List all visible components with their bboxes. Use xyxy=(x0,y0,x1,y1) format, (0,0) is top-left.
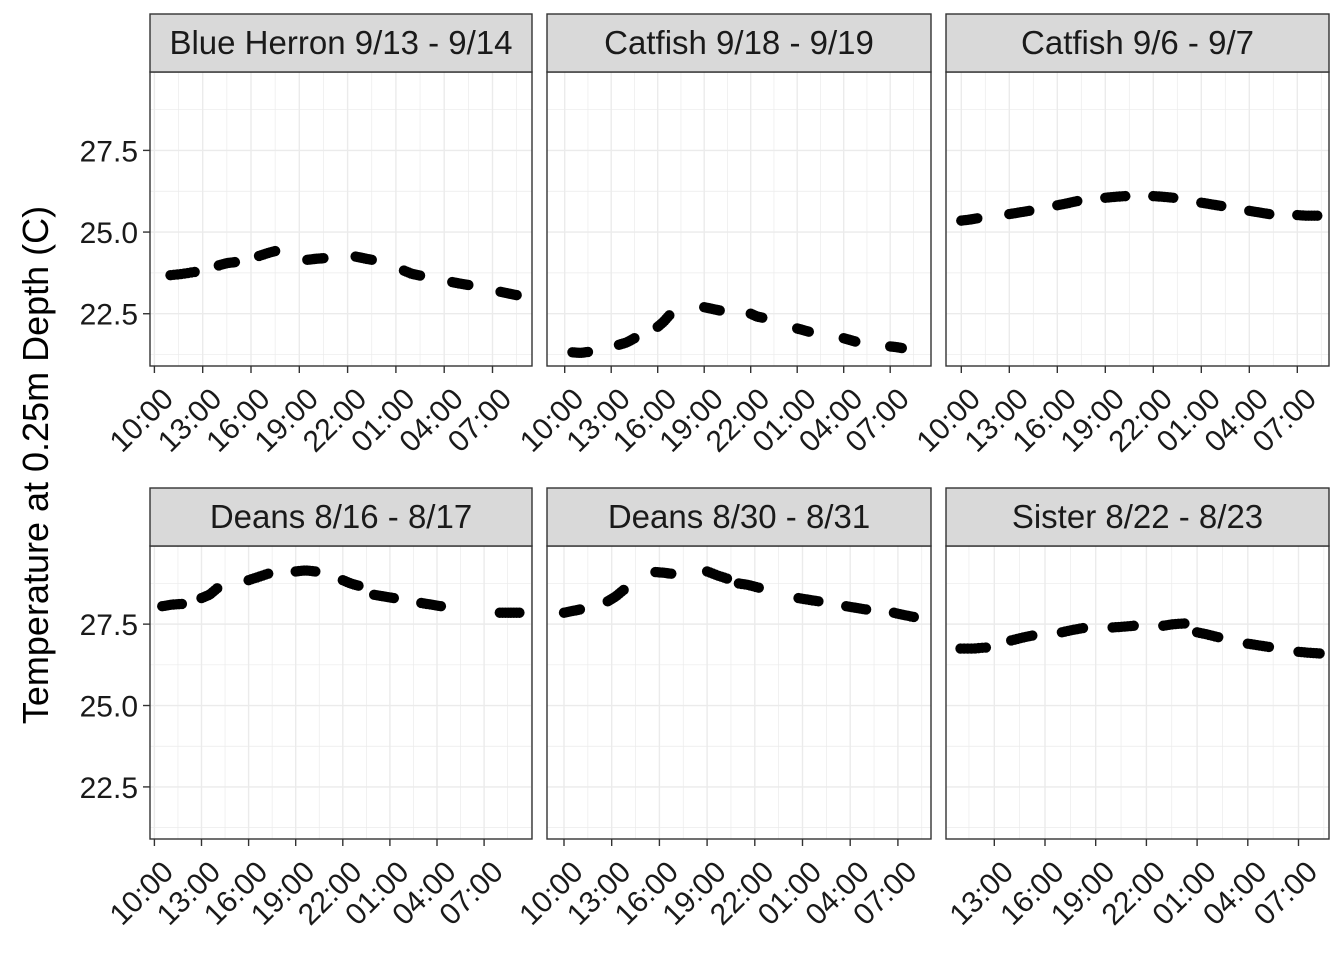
data-point xyxy=(850,336,861,347)
data-point xyxy=(1027,630,1038,641)
panel-background xyxy=(547,546,931,839)
data-point xyxy=(1314,648,1325,659)
y-tick-label: 25.0 xyxy=(80,691,138,724)
data-point xyxy=(1128,620,1139,631)
data-point xyxy=(629,333,640,344)
panel-background xyxy=(547,72,931,366)
panel-title: Deans 8/16 - 8/17 xyxy=(210,498,472,535)
panel-strip xyxy=(546,13,932,73)
data-point xyxy=(176,598,188,610)
data-point xyxy=(1312,210,1323,221)
panel-background xyxy=(946,72,1329,366)
data-point xyxy=(714,305,725,316)
data-point xyxy=(414,270,426,281)
panel-title: Sister 8/22 - 8/23 xyxy=(1012,498,1263,535)
panel-title: Catfish 9/18 - 9/19 xyxy=(604,24,874,61)
data-point xyxy=(908,611,919,623)
data-point xyxy=(813,596,824,607)
data-point xyxy=(1077,622,1089,634)
data-point xyxy=(388,592,400,604)
data-point xyxy=(972,213,983,224)
data-point xyxy=(263,568,274,579)
data-point xyxy=(1024,205,1035,217)
data-point xyxy=(574,604,586,615)
data-point xyxy=(618,584,629,596)
y-tick-label: 22.5 xyxy=(80,772,138,805)
panel: Deans 8/16 - 8/1710:0013:0016:0019:0022:… xyxy=(80,487,533,932)
panel-title: Catfish 9/6 - 9/7 xyxy=(1021,24,1254,61)
data-point xyxy=(757,312,768,323)
data-point xyxy=(721,573,733,584)
y-tick-label: 25.0 xyxy=(80,217,138,250)
panel-title: Deans 8/30 - 8/31 xyxy=(608,498,870,535)
data-point xyxy=(664,310,675,321)
y-tick-label: 27.5 xyxy=(80,609,138,642)
data-point xyxy=(511,289,522,301)
data-point xyxy=(1216,200,1227,212)
panel-strip xyxy=(945,487,1330,547)
panel-grid: Blue Herron 9/13 - 9/1410:0013:0016:0019… xyxy=(80,13,1330,932)
panel: Blue Herron 9/13 - 9/1410:0013:0016:0019… xyxy=(80,13,533,459)
data-point xyxy=(310,566,321,577)
panel: Deans 8/30 - 8/3110:0013:0016:0019:0022:… xyxy=(513,487,932,932)
panel: Sister 8/22 - 8/2313:0016:0019:0022:0001… xyxy=(944,487,1330,932)
y-tick-label: 22.5 xyxy=(80,299,138,332)
data-point xyxy=(980,642,992,653)
data-point xyxy=(318,253,329,264)
data-point xyxy=(1072,195,1083,207)
data-point xyxy=(1213,631,1224,643)
data-point xyxy=(1263,641,1275,653)
y-tick-label: 27.5 xyxy=(80,135,138,168)
data-point xyxy=(353,580,364,591)
data-point xyxy=(229,256,241,268)
data-point xyxy=(666,568,677,579)
panel-strip xyxy=(546,487,932,547)
panel-background xyxy=(150,72,532,366)
panel: Catfish 9/6 - 9/710:0013:0016:0019:0022:… xyxy=(911,13,1330,459)
data-point xyxy=(803,326,815,337)
y-axis-label: Temperature at 0.25m Depth (C) xyxy=(15,206,56,724)
data-point xyxy=(435,601,447,612)
data-point xyxy=(212,583,223,594)
data-point xyxy=(514,607,525,618)
data-point xyxy=(753,582,764,593)
data-point xyxy=(1179,618,1190,629)
data-point xyxy=(269,245,281,257)
data-point xyxy=(582,346,594,358)
panel-strip xyxy=(149,487,533,547)
data-point xyxy=(1264,208,1275,220)
panel-strip xyxy=(945,13,1330,73)
panel-background xyxy=(946,546,1329,839)
data-point xyxy=(189,266,200,278)
panel-strip xyxy=(149,13,533,73)
panel-title: Blue Herron 9/13 - 9/14 xyxy=(169,24,512,61)
panel: Catfish 9/18 - 9/1910:0013:0016:0019:002… xyxy=(514,13,932,459)
data-point xyxy=(896,342,908,354)
data-point xyxy=(860,604,872,615)
data-point xyxy=(1168,192,1179,203)
data-point xyxy=(463,279,474,291)
data-point xyxy=(1120,190,1131,202)
data-point xyxy=(366,254,377,266)
